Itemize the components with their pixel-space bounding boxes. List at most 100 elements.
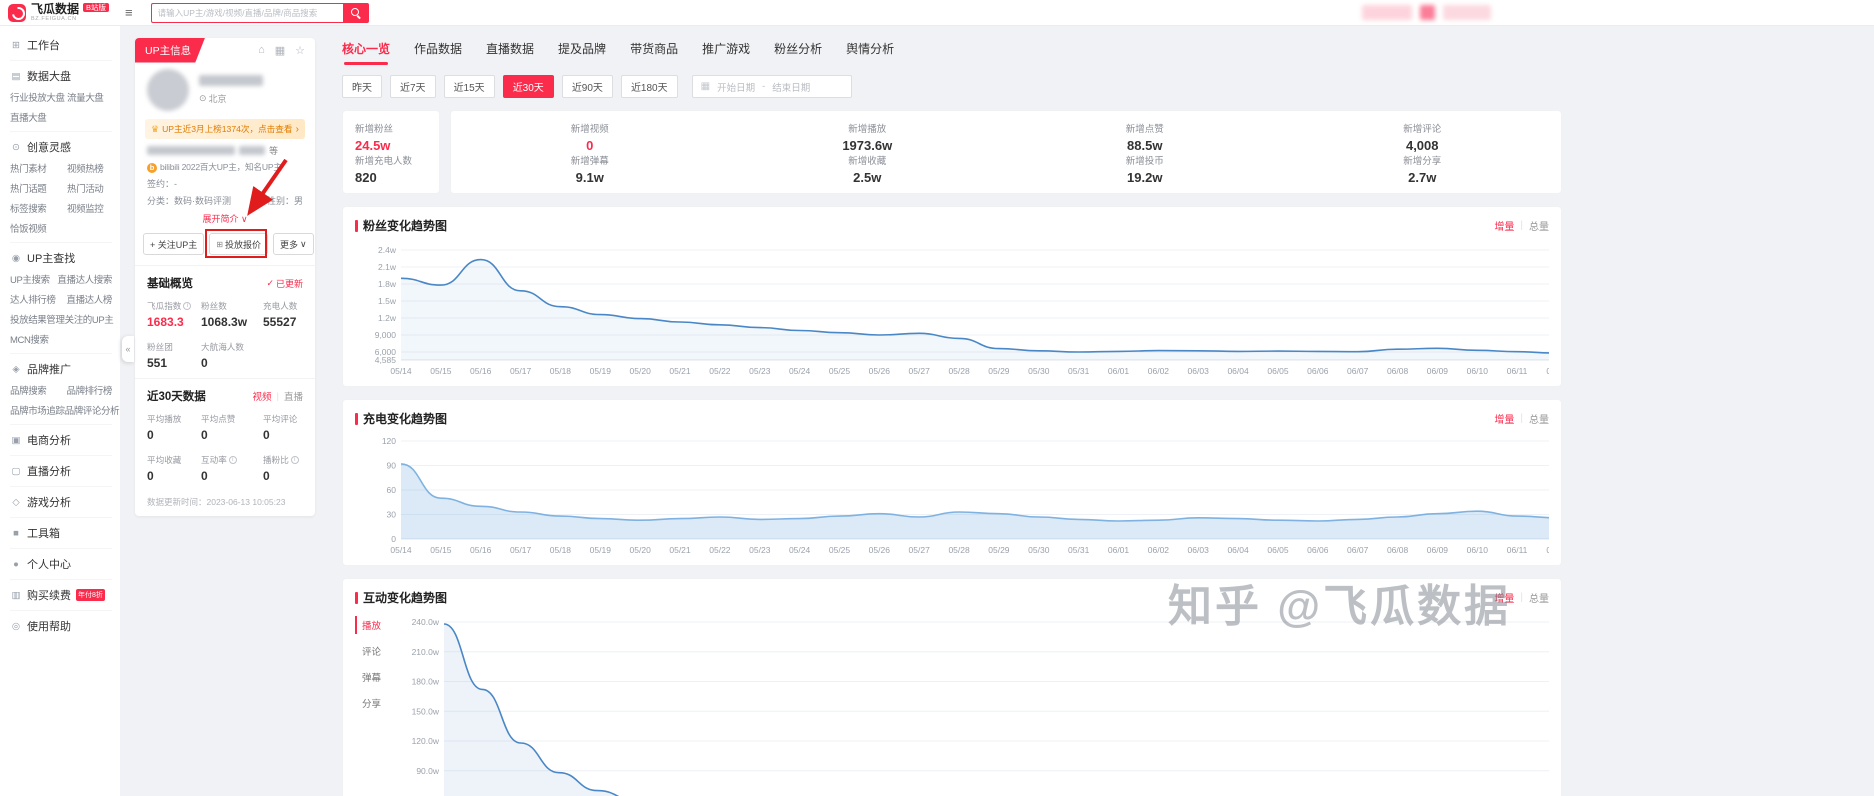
svg-text:0: 0 xyxy=(391,534,396,544)
redacted-block xyxy=(1362,5,1412,20)
date-end-placeholder: 结束日期 xyxy=(772,82,811,94)
avatar[interactable] xyxy=(147,69,189,111)
sidebar-subitem[interactable]: 视频热榜 xyxy=(67,164,104,175)
svg-text:60: 60 xyxy=(387,485,397,495)
sidebar-subitem[interactable]: 关注的UP主 xyxy=(64,315,114,326)
toggle-increment[interactable]: 增量 xyxy=(1494,415,1515,426)
sidebar-item[interactable]: ◈ 品牌推广 xyxy=(10,361,112,377)
main-tab[interactable]: 推广游戏 xyxy=(702,42,751,56)
search-input[interactable] xyxy=(150,2,343,23)
sidebar-item[interactable]: ◇ 游戏分析 xyxy=(10,494,112,510)
cert-text: bilibili 2022百大UP主，知名UP主 xyxy=(160,162,282,172)
date-filter-button[interactable]: 近15天 xyxy=(443,75,495,98)
main-tab[interactable]: 舆情分析 xyxy=(846,42,895,56)
sidebar-subitem[interactable]: 品牌排行榜 xyxy=(66,386,112,397)
title-bar-icon xyxy=(355,219,358,232)
date-filter-button[interactable]: 近30天 xyxy=(502,75,554,98)
sidebar: ⊞ 工作台 ▤ 数据大盘行业投放大盘 流量大盘直播大盘 ⊙ 创意灵感热门素材 视频热榜热门话题… xyxy=(0,26,120,796)
svg-text:05/22: 05/22 xyxy=(709,366,731,376)
svg-text:06/11: 06/11 xyxy=(1507,366,1528,376)
sidebar-subitem[interactable]: 视频监控 xyxy=(67,204,104,215)
toggle-increment[interactable]: 增量 xyxy=(1494,222,1515,233)
date-filter-button[interactable]: 近180天 xyxy=(620,75,678,98)
sidebar-item[interactable]: ◉ UP主查找 xyxy=(10,250,112,266)
main-tab[interactable]: 核心一览 xyxy=(342,40,390,65)
collapse-panel-button[interactable]: « xyxy=(122,336,134,362)
sidebar-subitem[interactable]: 热门活动 xyxy=(67,184,104,195)
sidebar-section: ◇ 游戏分析 xyxy=(10,487,112,518)
gender-text: 性别：男 xyxy=(266,196,303,207)
expand-intro-link[interactable]: 展开简介 ∨ xyxy=(202,214,248,225)
svg-text:06/09: 06/09 xyxy=(1427,366,1449,376)
sidebar-subitem[interactable]: UP主搜索 xyxy=(10,275,50,286)
main-tab[interactable]: 作品数据 xyxy=(414,42,463,56)
main-tab[interactable]: 带货商品 xyxy=(630,42,679,56)
title-bar-icon xyxy=(355,412,358,425)
sidebar-subitem[interactable]: 热门素材 xyxy=(10,164,47,175)
legend-item[interactable]: 播放 xyxy=(355,616,394,634)
legend-item[interactable]: 评论 xyxy=(362,647,382,658)
date-filter-button[interactable]: 近90天 xyxy=(561,75,613,98)
date-range-picker[interactable]: ▦ 开始日期 - 结束日期 xyxy=(691,75,852,98)
sidebar-subitem[interactable]: 标签搜索 xyxy=(10,204,47,215)
toggle-total[interactable]: 总量 xyxy=(1529,594,1549,605)
sidebar-subitem[interactable]: 投放结果管理 xyxy=(10,315,65,326)
sidebar-subitem[interactable]: MCN搜索 xyxy=(10,335,49,346)
home-icon[interactable]: ⌂ xyxy=(258,43,265,56)
logo[interactable]: 飞瓜数据 B站版 BZ.FEIGUA.CN xyxy=(8,2,110,23)
sidebar-item[interactable]: ▤ 数据大盘 xyxy=(10,68,112,84)
svg-text:06/08: 06/08 xyxy=(1387,545,1409,555)
sidebar-subitem[interactable]: 恰饭视频 xyxy=(10,224,47,235)
sidebar-section: ▤ 数据大盘行业投放大盘 流量大盘直播大盘 xyxy=(10,61,112,132)
sidebar-subitem[interactable]: 直播达人搜索 xyxy=(57,275,112,286)
star-icon[interactable]: ☆ xyxy=(295,44,305,57)
tab-video[interactable]: 视频 xyxy=(252,392,272,404)
sidebar-subitem[interactable]: 热门话题 xyxy=(10,184,47,195)
legend-item[interactable]: 分享 xyxy=(362,699,382,710)
sidebar-section: ▣ 电商分析 xyxy=(10,425,112,456)
tab-live[interactable]: 直播 xyxy=(283,392,303,404)
sidebar-subitem[interactable]: 品牌评论分析 xyxy=(64,406,120,417)
tag-suffix: 等 xyxy=(269,146,279,156)
svg-text:05/21: 05/21 xyxy=(669,545,691,555)
svg-text:4,585: 4,585 xyxy=(375,355,397,365)
search-button[interactable] xyxy=(342,2,369,23)
main-tab[interactable]: 直播数据 xyxy=(486,42,535,56)
sidebar-item[interactable]: ▢ 直播分析 xyxy=(10,463,112,479)
toggle-increment[interactable]: 增量 xyxy=(1494,594,1515,605)
sidebar-item[interactable]: ◎ 使用帮助 xyxy=(10,618,112,634)
sidebar-subitem[interactable]: 行业投放大盘 xyxy=(10,93,65,104)
toggle-total[interactable]: 总量 xyxy=(1529,222,1549,233)
legend-item[interactable]: 弹幕 xyxy=(362,673,382,684)
rank-banner[interactable]: ♛ UP主近3月上榜1374次，点击查看 › xyxy=(145,119,305,139)
sidebar-item[interactable]: ▥ 购买续费 年付8折 xyxy=(10,587,112,603)
calendar-icon[interactable]: ▦ xyxy=(274,44,286,57)
sidebar-item[interactable]: ● 个人中心 xyxy=(10,556,112,572)
sidebar-item[interactable]: ⊙ 创意灵感 xyxy=(10,139,112,155)
sidebar-subitem[interactable]: 流量大盘 xyxy=(67,93,104,104)
date-filter-button[interactable]: 近7天 xyxy=(390,75,436,98)
ad-quote-button[interactable]: ⊞ 投放报价 xyxy=(209,233,268,256)
sidebar-item[interactable]: ⊞ 工作台 xyxy=(10,37,112,53)
sidebar-subitem[interactable]: 直播大盘 xyxy=(10,113,47,124)
date-filter-button[interactable]: 昨天 xyxy=(342,75,382,98)
sidebar-subitem[interactable]: 品牌搜索 xyxy=(10,386,47,397)
main-tab[interactable]: 粉丝分析 xyxy=(774,42,823,56)
feigua-logo-icon xyxy=(8,3,26,22)
more-button[interactable]: 更多 ∨ xyxy=(272,233,314,256)
svg-text:06/07: 06/07 xyxy=(1347,366,1369,376)
profile-stat: 飞瓜指数 i 1683.3 xyxy=(147,300,201,329)
sidebar-subitem[interactable]: 直播达人榜 xyxy=(66,295,112,306)
menu-icon[interactable]: ≡ xyxy=(125,5,133,20)
toggle-total[interactable]: 总量 xyxy=(1529,415,1549,426)
data-dashboard-icon: ▤ xyxy=(11,70,21,82)
sidebar-subitem[interactable]: 达人排行榜 xyxy=(10,295,56,306)
follow-up-button[interactable]: + 关注UP主 xyxy=(143,233,205,256)
main-tab[interactable]: 提及品牌 xyxy=(558,42,607,56)
live-icon: ▢ xyxy=(11,465,21,477)
sidebar-item[interactable]: ■ 工具箱 xyxy=(10,525,112,541)
chevron-right-icon: › xyxy=(295,123,299,135)
main-content: 核心一览 作品数据 直播数据 提及品牌 带货商品 推广游戏 粉丝分析 舆情分析 昨天 近7天 近1… xyxy=(330,26,1574,796)
sidebar-item[interactable]: ▣ 电商分析 xyxy=(10,432,112,448)
sidebar-subitem[interactable]: 品牌市场追踪 xyxy=(10,406,65,417)
